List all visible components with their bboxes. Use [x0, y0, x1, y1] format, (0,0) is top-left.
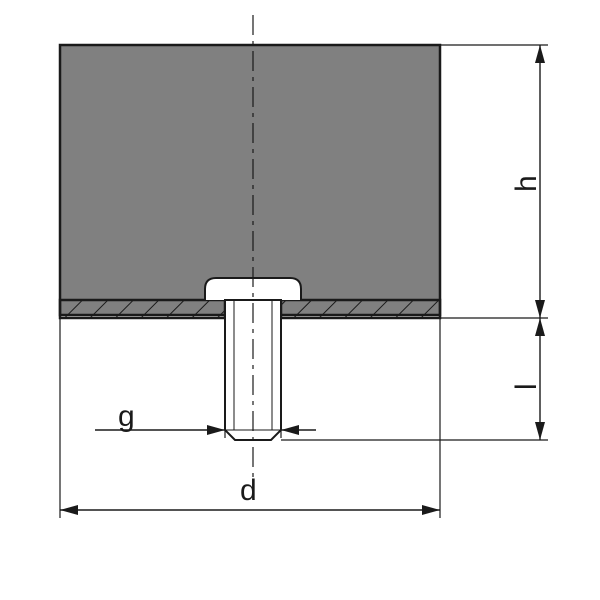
base-plate-left: [60, 300, 225, 318]
dim-label-g: g: [118, 400, 135, 433]
rubber-body: [60, 45, 440, 315]
base-plate-right: [281, 300, 440, 318]
dim-label-d: d: [240, 474, 257, 507]
dim-label-l: l: [510, 383, 543, 390]
dim-label-h: h: [510, 175, 543, 192]
technical-drawing: d g h l: [0, 0, 600, 600]
